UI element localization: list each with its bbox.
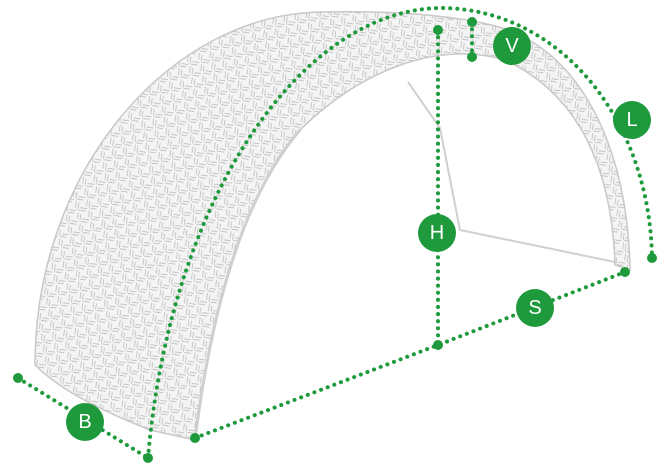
- badge-l: [613, 101, 651, 139]
- label-h: H: [430, 222, 444, 244]
- badge-v: [493, 27, 531, 65]
- label-v: V: [505, 35, 519, 57]
- label-s: S: [528, 297, 541, 319]
- label-l: L: [626, 109, 637, 131]
- label-b: B: [78, 411, 91, 433]
- arch: [34, 11, 631, 441]
- dimension-badges: B H S L V: [66, 27, 651, 441]
- badge-b: [66, 403, 104, 441]
- badge-h: [418, 214, 456, 252]
- badge-s: [516, 289, 554, 327]
